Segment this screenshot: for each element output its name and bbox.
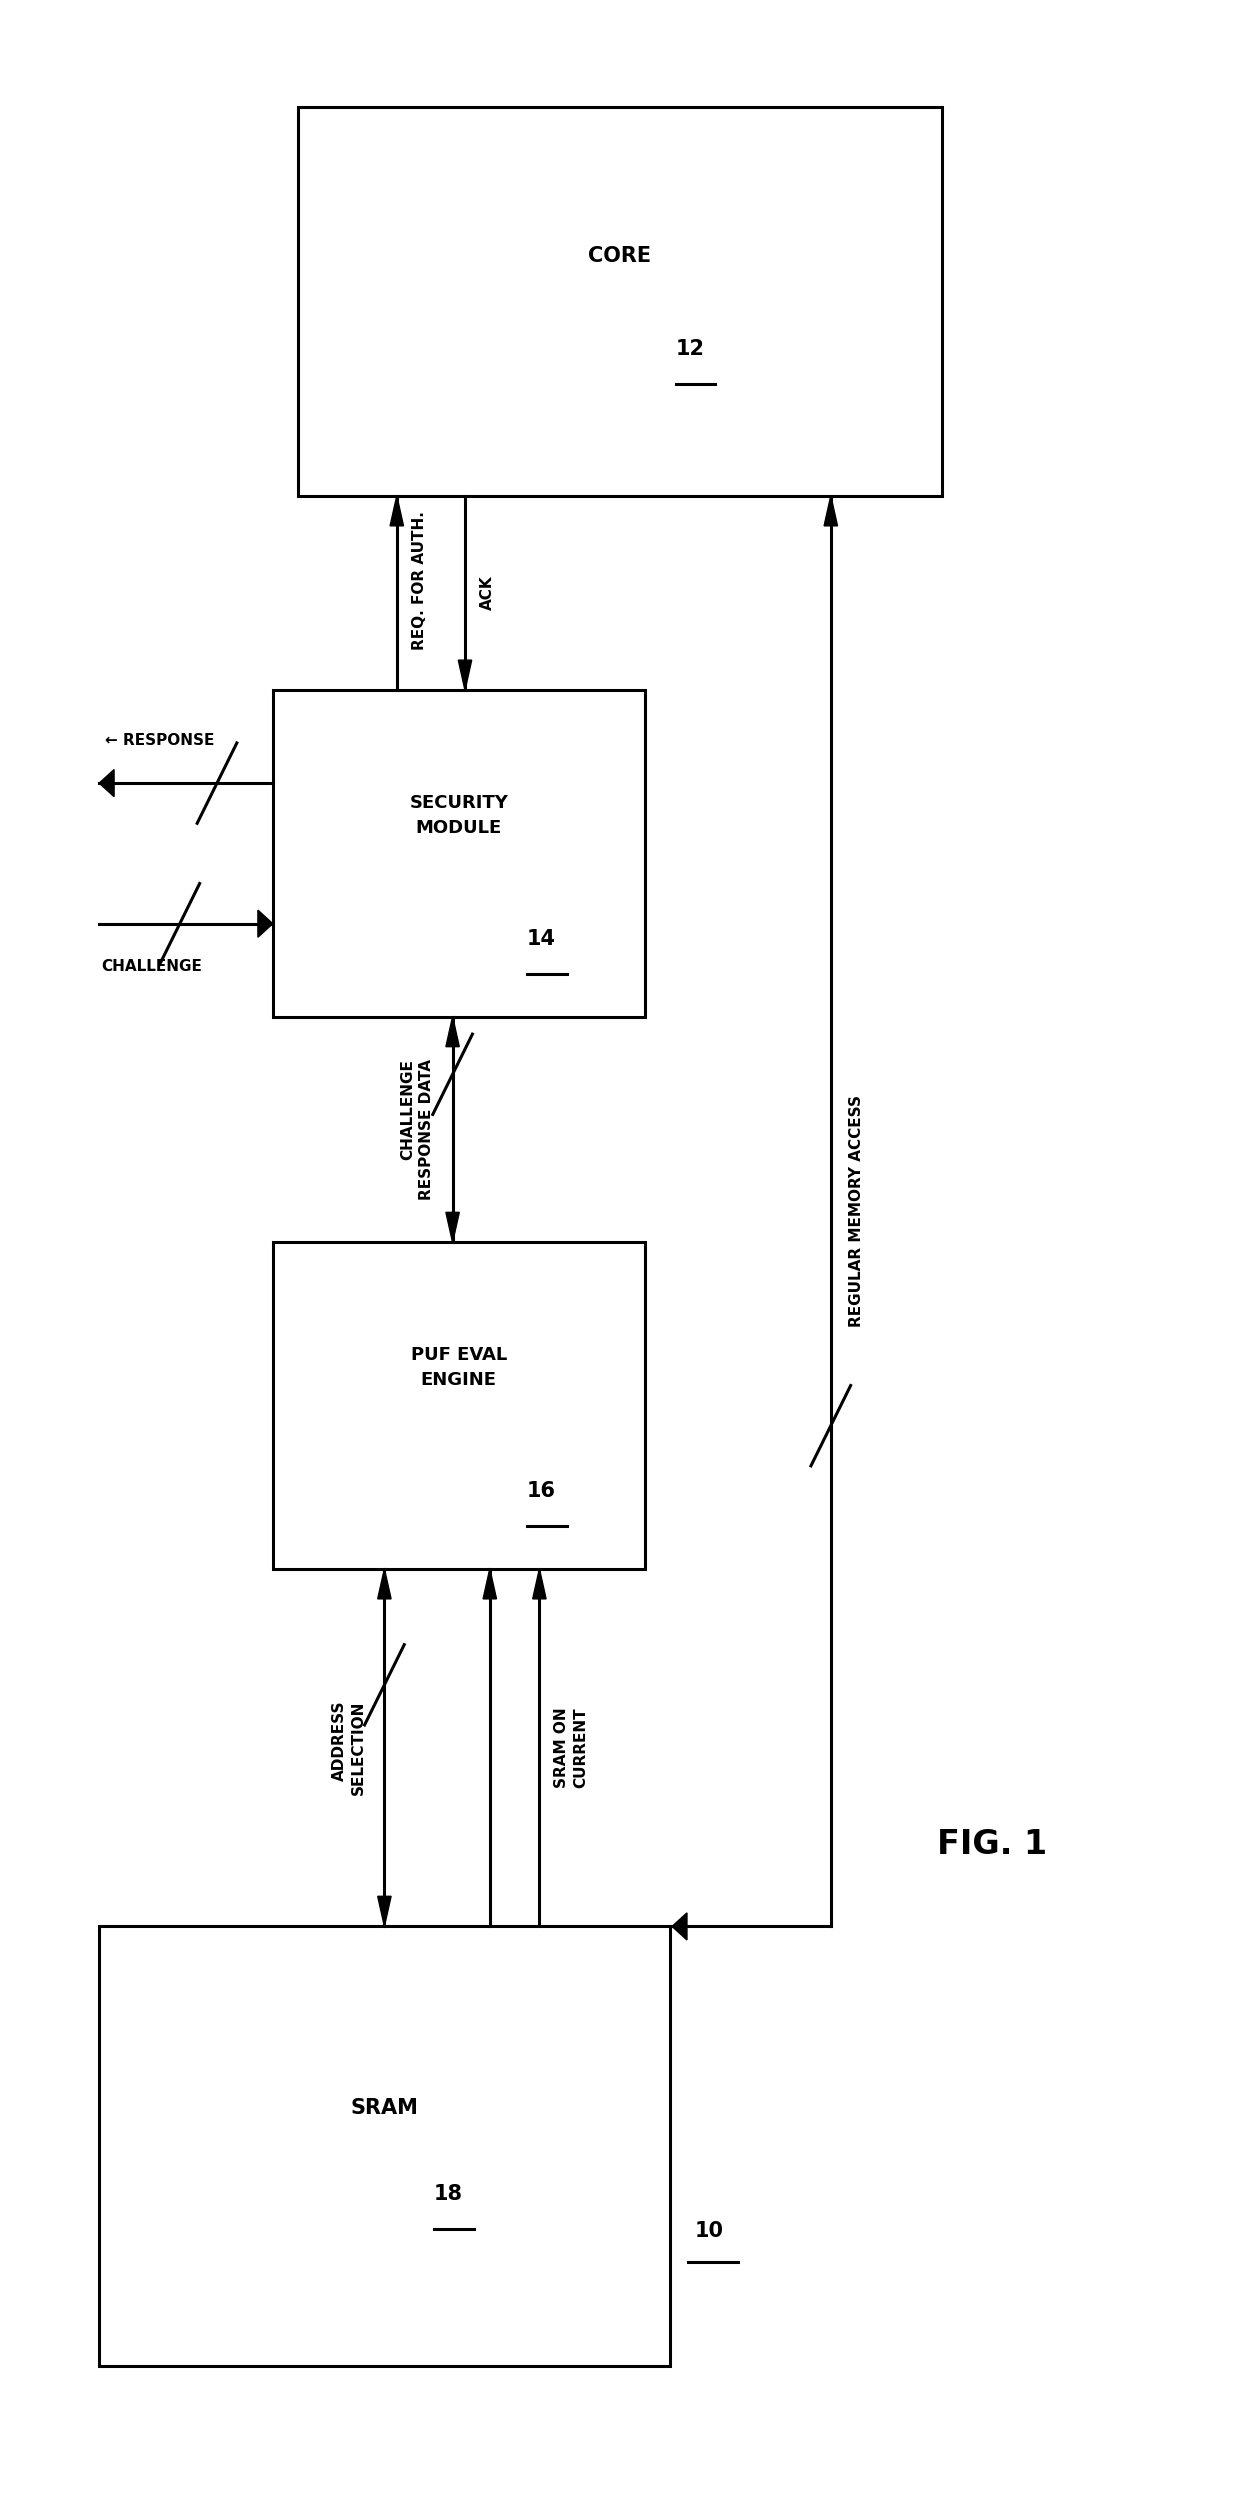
Polygon shape [99, 771, 114, 796]
FancyBboxPatch shape [99, 1928, 670, 2364]
Text: 18: 18 [434, 2184, 463, 2204]
Text: CHALLENGE
RESPONSE DATA: CHALLENGE RESPONSE DATA [401, 1059, 434, 1200]
Text: ACK: ACK [480, 575, 495, 610]
FancyBboxPatch shape [298, 105, 942, 494]
Text: 12: 12 [676, 339, 704, 359]
Text: FIG. 1: FIG. 1 [937, 1827, 1047, 1862]
Text: REQ. FOR AUTH.: REQ. FOR AUTH. [412, 512, 427, 650]
Text: CORE: CORE [589, 246, 651, 266]
Polygon shape [672, 1913, 687, 1940]
Text: 14: 14 [527, 929, 556, 949]
Text: SECURITY
MODULE: SECURITY MODULE [409, 793, 508, 838]
Polygon shape [391, 494, 403, 527]
Polygon shape [378, 1898, 391, 1928]
Polygon shape [446, 1212, 459, 1242]
Polygon shape [825, 494, 837, 527]
FancyBboxPatch shape [273, 690, 645, 1017]
Text: REGULAR MEMORY ACCESS: REGULAR MEMORY ACCESS [849, 1094, 864, 1328]
Polygon shape [459, 660, 471, 690]
Polygon shape [484, 1569, 496, 1599]
Text: ← RESPONSE: ← RESPONSE [105, 733, 215, 748]
Text: 10: 10 [694, 2221, 723, 2241]
Polygon shape [258, 911, 273, 936]
Polygon shape [533, 1569, 546, 1599]
Polygon shape [446, 1017, 459, 1047]
Text: SRAM ON
CURRENT: SRAM ON CURRENT [554, 1707, 588, 1787]
FancyBboxPatch shape [273, 1242, 645, 1569]
Text: PUF EVAL
ENGINE: PUF EVAL ENGINE [410, 1345, 507, 1391]
Polygon shape [378, 1569, 391, 1599]
Text: SRAM: SRAM [351, 2098, 418, 2118]
Text: 16: 16 [527, 1481, 556, 1501]
Text: CHALLENGE: CHALLENGE [102, 959, 202, 974]
Text: ADDRESS
SELECTION: ADDRESS SELECTION [332, 1699, 366, 1795]
